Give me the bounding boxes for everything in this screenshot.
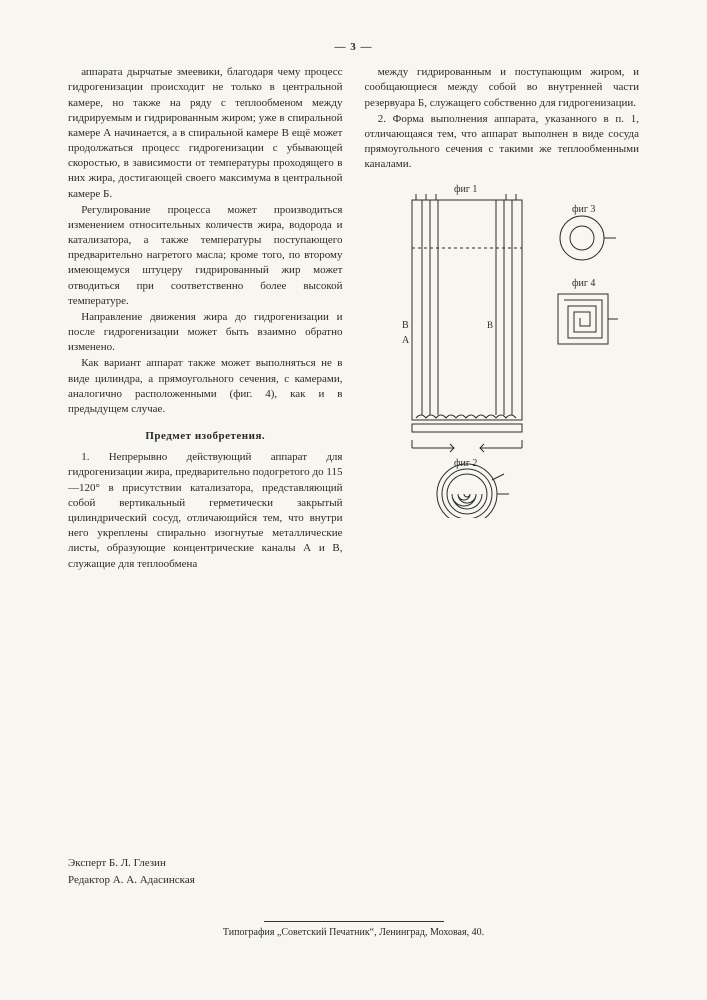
body-paragraph: Регулирование процесса может производить… [68,203,343,309]
right-column: между гидрированным и поступающим жиром,… [365,65,640,573]
fig1-label: фиг 1 [454,184,477,195]
editor-credit: Редактор А. А. Адасинская [68,872,195,890]
fig3-label: фиг 3 [572,204,595,215]
svg-text:В: В [487,320,493,330]
figures: фиг 1 [365,178,640,518]
expert-credit: Эксперт Б. Л. Глезин [68,855,195,873]
fig2-label: фиг 2 [454,458,477,469]
fig1-label-A: А [402,335,410,346]
footer: Типография „Советский Печатник“, Ленингр… [0,921,707,940]
footer-text: Типография „Советский Печатник“, Ленингр… [0,926,707,940]
claim-paragraph: 2. Форма выполнения аппарата, указанного… [365,112,640,173]
fig1-label-B: В [402,320,409,331]
footer-rule [264,921,444,922]
two-column-body: аппарата дырчатые змеевики, благодаря че… [68,65,639,573]
body-paragraph: аппарата дырчатые змеевики, благодаря че… [68,65,343,202]
claims-title: Предмет изобретения. [68,429,343,444]
left-column: аппарата дырчатые змеевики, благодаря че… [68,65,343,573]
claim-paragraph: между гидрированным и поступающим жиром,… [365,65,640,111]
body-paragraph: Направление движения жира до гидрогениза… [68,310,343,356]
credits: Эксперт Б. Л. Глезин Редактор А. А. Адас… [68,855,195,890]
page: — 3 — аппарата дырчатые змеевики, благод… [0,0,707,1000]
page-number: — 3 — [68,40,639,55]
claim-paragraph: 1. Непрерывно действующий аппарат для ги… [68,450,343,571]
body-paragraph: Как вариант аппарат также может выполнят… [68,356,343,417]
fig4-label: фиг 4 [572,278,595,289]
figures-svg: фиг 1 [372,178,632,518]
